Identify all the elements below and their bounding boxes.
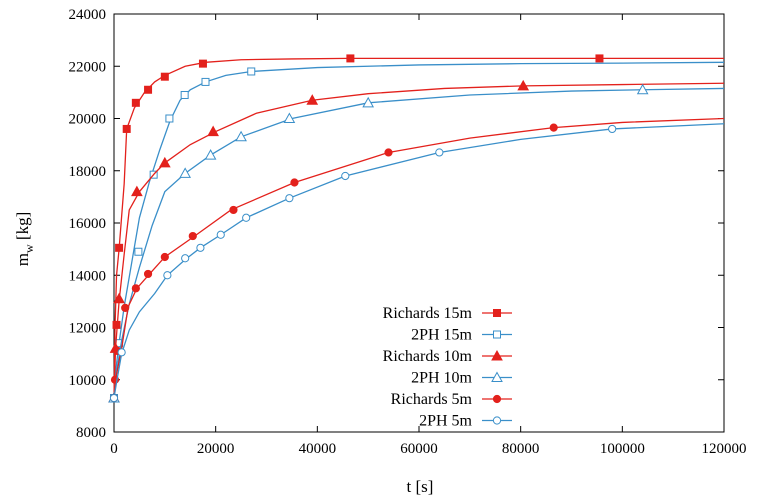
x-tick-label: 20000 (197, 441, 235, 457)
data-point (196, 243, 205, 252)
data-point (346, 54, 355, 63)
data-point (109, 393, 119, 403)
legend-label: Richards 5m (391, 391, 473, 408)
y-tick-label: 22000 (69, 59, 107, 75)
legend-marker (491, 371, 503, 382)
data-point (198, 59, 207, 68)
data-point (134, 247, 143, 256)
data-point (188, 231, 197, 241)
legend-label: Richards 10m (383, 348, 473, 365)
series-5 (109, 123, 725, 403)
legend-marker (493, 330, 501, 339)
data-point (158, 156, 171, 168)
y-tick-label: 10000 (69, 373, 107, 389)
data-point (143, 269, 153, 279)
y-axis-label-sub: w (22, 244, 36, 253)
data-point (131, 98, 140, 107)
data-point (549, 123, 558, 132)
data-point (595, 54, 604, 63)
data-point (160, 252, 169, 262)
data-point (608, 124, 617, 134)
legend-marker (492, 416, 502, 425)
data-point (235, 130, 247, 142)
series-layer (108, 54, 725, 403)
x-axis-label: t [s] (407, 477, 434, 496)
y-axis-label-main: m (13, 253, 32, 266)
legend-label: 2PH 5m (419, 413, 472, 430)
data-point (115, 243, 124, 252)
data-point (180, 90, 189, 99)
data-point (242, 213, 251, 222)
data-point (341, 171, 350, 181)
x-tick-label: 0 (110, 441, 118, 457)
data-point (384, 148, 393, 157)
legend-marker (492, 394, 502, 404)
x-tick-label: 100000 (600, 441, 645, 457)
legend-marker (493, 309, 501, 317)
data-point (131, 284, 140, 293)
data-point (247, 67, 256, 76)
data-point (160, 72, 169, 81)
x-tick-label: 80000 (502, 441, 540, 457)
y-tick-label: 24000 (69, 7, 107, 23)
data-point (144, 85, 153, 94)
y-tick-label: 8000 (76, 425, 106, 441)
legend-label: Richards 15m (383, 305, 473, 322)
data-point (283, 112, 296, 123)
y-axis-label-unit: [kg] (13, 212, 32, 245)
legend-marker (491, 349, 503, 361)
data-point (179, 167, 192, 178)
legend-label: 2PH 15m (411, 327, 472, 344)
x-tick-label: 40000 (299, 441, 337, 457)
y-axis-label: mw [kg] (13, 212, 36, 266)
data-point (306, 94, 319, 105)
data-point (285, 194, 294, 203)
y-tick-label: 14000 (69, 268, 107, 284)
data-point (207, 125, 219, 137)
data-point (181, 254, 190, 263)
legend-label: 2PH 10m (411, 370, 472, 387)
plot-axes: 0 20000 40000 60000 80000 100000 120000 8000 100… (69, 7, 747, 457)
y-tick-label: 12000 (69, 321, 107, 337)
data-point (229, 205, 238, 215)
data-point (362, 96, 375, 108)
legend: Richards 15m 2PH 15m Richards 10m 2PH 10m Ri… (383, 305, 512, 430)
y-tick-label: 18000 (69, 164, 107, 180)
data-point (435, 148, 444, 157)
data-point (165, 114, 174, 123)
data-point (636, 83, 649, 95)
data-point (117, 348, 126, 357)
data-point (201, 77, 210, 86)
data-point (204, 149, 217, 160)
data-point (131, 185, 143, 197)
series-0 (110, 54, 724, 403)
y-tick-label: 20000 (69, 112, 107, 128)
data-point (113, 292, 125, 304)
series-4 (109, 117, 725, 403)
data-point (216, 230, 225, 239)
data-point (517, 79, 530, 91)
data-point (290, 178, 299, 187)
data-point (163, 271, 172, 280)
series-line (113, 82, 725, 399)
data-point (122, 124, 131, 133)
data-point (121, 303, 130, 313)
x-tick-label: 60000 (400, 441, 438, 457)
x-tick-label: 120000 (702, 441, 747, 457)
y-tick-label: 16000 (69, 216, 107, 232)
